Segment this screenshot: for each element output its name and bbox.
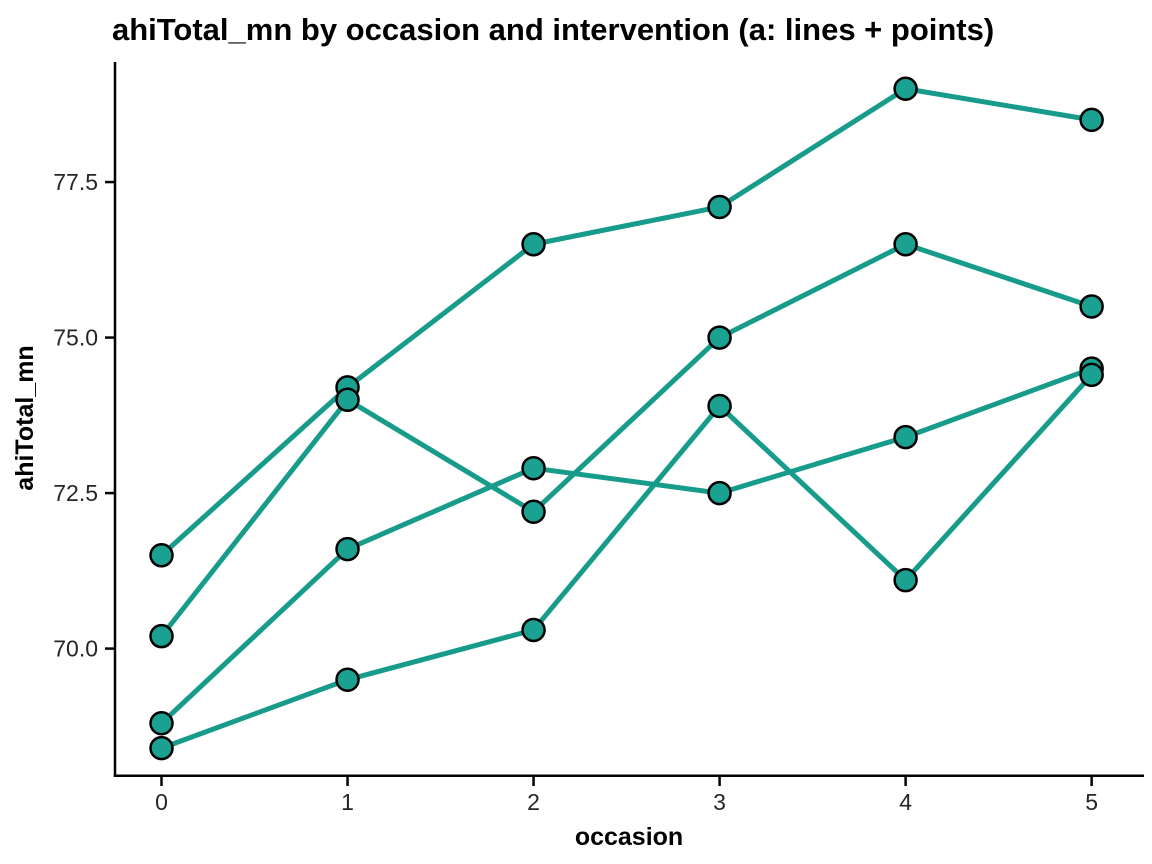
data-point-s1-x3	[707, 194, 732, 220]
data-point-s2-x0	[149, 623, 174, 649]
data-point-s2-x2	[521, 499, 546, 524]
series-line-3	[159, 366, 1095, 726]
data-point-s2-x4	[893, 232, 918, 257]
x-tick-label: 3	[713, 789, 726, 815]
x-tick-label: 4	[899, 789, 912, 815]
y-axis-title: ahiTotal_mn	[11, 345, 39, 490]
data-point-s4-x1	[335, 667, 360, 692]
data-point-s3-x0	[149, 710, 174, 736]
data-point-s4-x5	[1079, 362, 1104, 388]
data-point-s4-x0	[149, 735, 174, 761]
data-point-s2-x3	[707, 325, 732, 350]
data-point-s1-x0	[149, 543, 174, 568]
y-axis-ticks: 70.0 72.5 75.0 77.5	[53, 169, 114, 662]
x-tick-label: 5	[1085, 789, 1098, 815]
data-point-s4-x4	[893, 567, 918, 593]
series-points-group	[149, 76, 1104, 761]
x-axis-ticks: 0 1 2 3 4 5	[155, 777, 1098, 815]
chart-title: ahiTotal_mn by occasion and intervention…	[112, 12, 994, 47]
series-line-4	[159, 372, 1095, 751]
y-tick-label: 75.0	[53, 325, 98, 351]
x-tick-label: 1	[341, 789, 354, 815]
y-tick-label: 72.5	[53, 480, 98, 506]
data-point-s3-x1	[335, 536, 360, 562]
data-point-s1-x5	[1079, 107, 1104, 133]
data-point-s2-x5	[1079, 294, 1104, 319]
x-tick-label: 2	[527, 789, 540, 815]
series-lines-group	[159, 86, 1095, 751]
x-axis-title: occasion	[575, 823, 683, 851]
data-point-s4-x2	[521, 617, 546, 643]
series-line-2	[159, 241, 1095, 639]
y-tick-label: 77.5	[53, 169, 98, 195]
series-line-1	[159, 86, 1095, 558]
data-point-s3-x2	[521, 455, 546, 481]
data-point-s1-x2	[521, 232, 546, 257]
data-point-s4-x3	[707, 393, 732, 419]
data-point-s2-x1	[335, 387, 360, 413]
x-tick-label: 0	[155, 789, 168, 815]
data-point-s1-x4	[893, 76, 918, 101]
y-tick-label: 70.0	[53, 636, 98, 662]
data-point-s3-x4	[893, 424, 918, 450]
data-point-s3-x3	[707, 480, 732, 506]
